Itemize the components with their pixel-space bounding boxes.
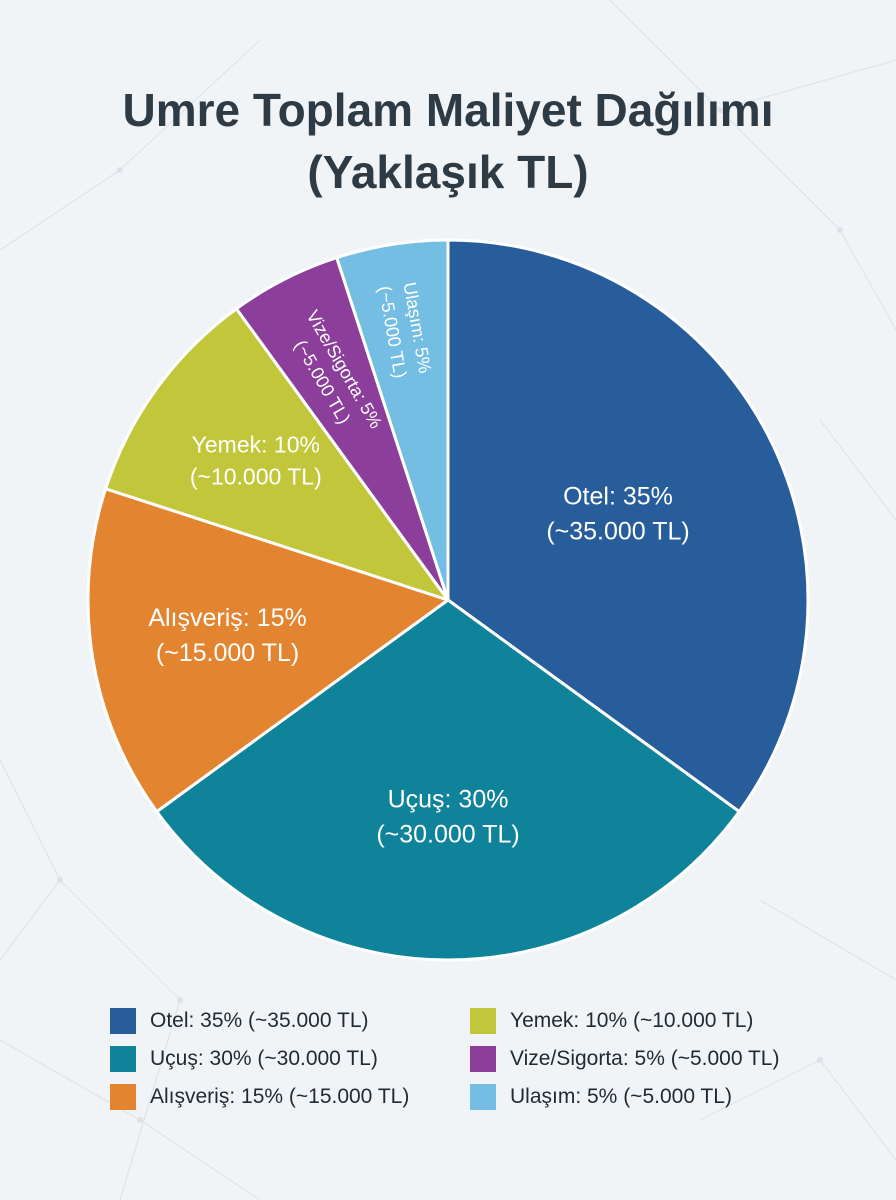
slice-value-label: (~30.000 TL): [376, 820, 519, 848]
legend-item: Alışveriş: 15% (~15.000 TL): [110, 1082, 409, 1112]
legend-item: Otel: 35% (~35.000 TL): [110, 1006, 369, 1036]
legend-label: Alışveriş: 15% (~15.000 TL): [150, 1085, 410, 1108]
slice-label-group: Alışveriş: 15% (~15.000 TL): [148, 604, 306, 667]
legend-item: Uçuş: 30% (~30.000 TL): [110, 1044, 378, 1074]
slice-label: Yemek: 10%: [192, 431, 320, 457]
slice-label: Uçuş: 30%: [388, 785, 509, 813]
legend-label: Otel: 35% (~35.000 TL): [150, 1009, 369, 1032]
legend-swatch: [110, 1008, 136, 1034]
legend-item: Yemek: 10% (~10.000 TL): [470, 1006, 753, 1036]
slice-value-label: (~10.000 TL): [190, 463, 322, 489]
pie-slice-alışveriş: [86, 487, 450, 814]
chart-title: Umre Toplam Maliyet Dağılımı: [122, 84, 774, 136]
slice-label: Otel: 35%: [563, 483, 673, 511]
slice-label: Alışveriş: 15%: [148, 604, 306, 632]
legend-item: Ulaşım: 5% (~5.000 TL): [470, 1082, 732, 1112]
pie-slice-uçuş: [155, 598, 741, 962]
legend-swatch: [110, 1084, 136, 1110]
legend-label: Ulaşım: 5% (~5.000 TL): [510, 1085, 732, 1108]
slice-value-label: (~15.000 TL): [156, 639, 299, 667]
pie-slice-otel: [446, 238, 810, 814]
legend-label: Yemek: 10% (~10.000 TL): [510, 1009, 754, 1032]
chart-subtitle: (Yaklaşık TL): [307, 146, 589, 198]
legend-label: Uçuş: 30% (~30.000 TL): [150, 1047, 378, 1070]
pie-slice-ulaşım: [335, 238, 450, 602]
legend-swatch: [470, 1008, 496, 1034]
slice-label-group: Otel: 35% (~35.000 TL): [546, 483, 689, 546]
legend-label: Vize/Sigorta: 5% (~5.000 TL): [510, 1047, 780, 1070]
pie-slice-yemek: [104, 307, 450, 602]
slice-label-group: Uçuş: 30% (~30.000 TL): [376, 785, 519, 848]
slice-value-label: (~35.000 TL): [546, 518, 689, 546]
legend-swatch: [470, 1084, 496, 1110]
legend-swatch: [470, 1046, 496, 1072]
legend-item: Vize/Sigorta: 5% (~5.000 TL): [470, 1044, 779, 1074]
slice-label-group: Yemek: 10% (~10.000 TL): [190, 431, 322, 489]
legend-swatch: [110, 1046, 136, 1072]
